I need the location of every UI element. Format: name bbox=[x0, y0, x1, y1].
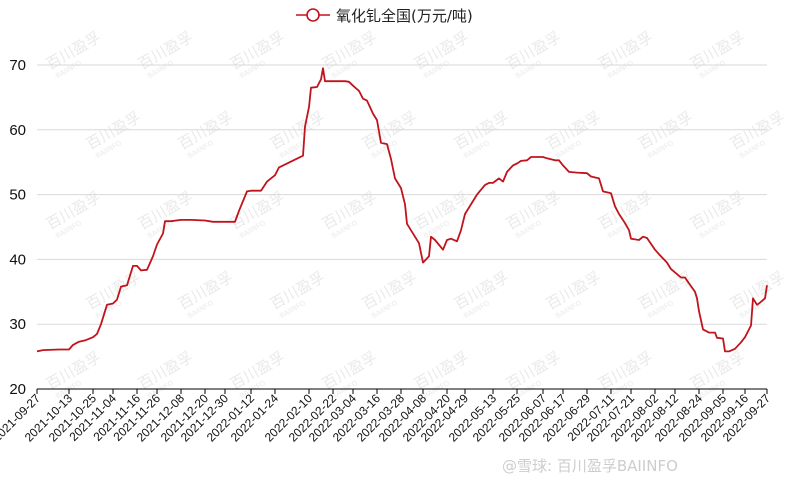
watermark-tile: 百川盈孚BAIINFO bbox=[175, 268, 236, 320]
watermark-tile: 百川盈孚BAIINFO bbox=[595, 188, 656, 240]
legend[interactable]: 氧化钆全国(万元/吨) bbox=[296, 7, 473, 25]
watermark-tile: 百川盈孚BAIINFO bbox=[83, 268, 144, 320]
watermark-tile: 百川盈孚BAIINFO bbox=[727, 108, 788, 160]
watermark-tile: 百川盈孚BAIINFO bbox=[635, 108, 696, 160]
watermark-tile: 百川盈孚BAIINFO bbox=[43, 188, 104, 240]
watermark-tile: 百川盈孚BAIINFO bbox=[687, 188, 748, 240]
watermark-tile: 百川盈孚BAIINFO bbox=[135, 28, 196, 80]
watermark-tile: 百川盈孚BAIINFO bbox=[359, 268, 420, 320]
watermark-tile: 百川盈孚BAIINFO bbox=[175, 108, 236, 160]
watermark-tile: 百川盈孚BAIINFO bbox=[43, 28, 104, 80]
series-layer bbox=[36, 67, 768, 353]
watermark-tile: 百川盈孚BAIINFO bbox=[687, 28, 748, 80]
watermark-tile: 百川盈孚BAIINFO bbox=[227, 28, 288, 80]
watermark-tile: 百川盈孚BAIINFO bbox=[135, 348, 196, 400]
watermark-tile: 百川盈孚BAIINFO bbox=[411, 188, 472, 240]
legend-label: 氧化钆全国(万元/吨) bbox=[336, 7, 473, 25]
watermark-tile: 百川盈孚BAIINFO bbox=[43, 348, 104, 400]
watermark-tile: 百川盈孚BAIINFO bbox=[503, 188, 564, 240]
watermark-tile: 百川盈孚BAIINFO bbox=[267, 268, 328, 320]
watermark-tile: 百川盈孚BAIINFO bbox=[543, 268, 604, 320]
y-tick-label: 50 bbox=[9, 187, 26, 204]
y-tick-label: 70 bbox=[9, 57, 26, 74]
x-axis-ticks: 2021-09-272021-10-132021-10-252021-11-04… bbox=[0, 389, 773, 445]
watermark-tile: 百川盈孚BAIINFO bbox=[595, 28, 656, 80]
watermark-tile: 百川盈孚BAIINFO bbox=[635, 268, 696, 320]
legend-marker bbox=[306, 8, 320, 22]
watermark-layer: 百川盈孚BAIINFO 百川盈孚BAIINFO 百川盈孚BAIINFO 百川盈孚BAI… bbox=[43, 28, 788, 400]
y-tick-label: 30 bbox=[9, 316, 26, 333]
watermark-tile: 百川盈孚BAIINFO bbox=[83, 108, 144, 160]
watermark-tile: 百川盈孚BAIINFO bbox=[267, 108, 328, 160]
watermark-tile: 百川盈孚BAIINFO bbox=[543, 108, 604, 160]
watermark-tile: 百川盈孚BAIINFO bbox=[503, 28, 564, 80]
series-line bbox=[36, 67, 768, 353]
watermark-tile: 百川盈孚BAIINFO bbox=[227, 348, 288, 400]
watermark-tile: 百川盈孚BAIINFO bbox=[411, 28, 472, 80]
footer-watermark: @雪球: 百川盈孚BAIINFO bbox=[502, 457, 678, 475]
y-tick-label: 40 bbox=[9, 251, 26, 268]
watermark-tile: 百川盈孚BAIINFO bbox=[359, 108, 420, 160]
watermark-tile: 百川盈孚BAIINFO bbox=[727, 268, 788, 320]
y-tick-label: 20 bbox=[9, 381, 26, 398]
watermark-tile: 百川盈孚BAIINFO bbox=[319, 28, 380, 80]
watermark-tile: 百川盈孚BAIINFO bbox=[451, 268, 512, 320]
watermark-tile: 百川盈孚BAIINFO bbox=[451, 108, 512, 160]
watermark-tile: 百川盈孚BAIINFO bbox=[135, 188, 196, 240]
gridlines bbox=[37, 64, 767, 325]
y-tick-label: 60 bbox=[9, 122, 26, 139]
watermark-tile: 百川盈孚BAIINFO bbox=[319, 188, 380, 240]
y-axis-ticks: 20 30 40 50 60 70 bbox=[9, 57, 26, 398]
